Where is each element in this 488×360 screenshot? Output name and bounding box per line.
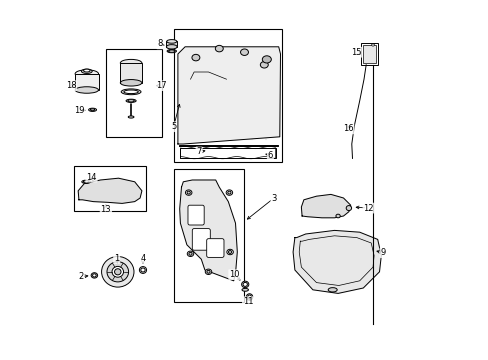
Ellipse shape: [90, 109, 95, 111]
Bar: [73, 166, 145, 211]
Ellipse shape: [225, 190, 232, 195]
Bar: [363, 45, 375, 63]
Ellipse shape: [81, 69, 92, 73]
Text: 8: 8: [157, 40, 162, 49]
Bar: [166, 41, 177, 47]
Ellipse shape: [91, 273, 98, 278]
Text: 13: 13: [101, 205, 111, 214]
Ellipse shape: [187, 251, 193, 257]
Text: 6: 6: [267, 151, 273, 160]
Text: 18: 18: [65, 81, 76, 90]
Text: 1: 1: [114, 254, 119, 263]
Ellipse shape: [227, 191, 230, 194]
Ellipse shape: [123, 90, 138, 94]
Ellipse shape: [128, 116, 134, 118]
Ellipse shape: [112, 266, 123, 277]
Text: 4: 4: [140, 254, 145, 263]
Ellipse shape: [226, 249, 233, 255]
Ellipse shape: [188, 252, 192, 255]
Text: 3: 3: [271, 194, 276, 202]
Ellipse shape: [243, 282, 247, 287]
Ellipse shape: [206, 270, 210, 273]
Polygon shape: [301, 194, 350, 218]
Ellipse shape: [242, 288, 248, 291]
Ellipse shape: [185, 190, 192, 195]
Ellipse shape: [192, 54, 200, 61]
Ellipse shape: [167, 50, 176, 53]
Ellipse shape: [262, 56, 271, 63]
Bar: [75, 74, 98, 90]
Ellipse shape: [246, 294, 252, 300]
Ellipse shape: [75, 70, 98, 78]
Text: 14: 14: [86, 173, 97, 182]
Text: 17: 17: [156, 81, 167, 90]
Ellipse shape: [187, 191, 190, 194]
Ellipse shape: [215, 45, 223, 52]
Bar: [174, 29, 282, 162]
Ellipse shape: [127, 100, 134, 102]
Ellipse shape: [205, 269, 211, 275]
Ellipse shape: [75, 87, 98, 93]
Text: 16: 16: [342, 125, 353, 134]
Polygon shape: [78, 178, 142, 203]
Ellipse shape: [139, 266, 146, 274]
Ellipse shape: [92, 274, 96, 277]
Text: 12: 12: [363, 204, 373, 212]
Text: 5: 5: [171, 122, 176, 131]
Ellipse shape: [83, 69, 90, 72]
Text: 2: 2: [78, 272, 83, 282]
FancyBboxPatch shape: [206, 239, 224, 257]
Ellipse shape: [114, 269, 121, 275]
Bar: [179, 148, 276, 158]
FancyBboxPatch shape: [187, 205, 204, 225]
Polygon shape: [179, 180, 237, 281]
Ellipse shape: [241, 281, 248, 288]
Ellipse shape: [141, 268, 145, 272]
Polygon shape: [292, 230, 381, 293]
Ellipse shape: [346, 206, 351, 211]
Ellipse shape: [121, 89, 141, 95]
Ellipse shape: [166, 40, 177, 43]
Polygon shape: [178, 47, 280, 144]
Ellipse shape: [260, 62, 268, 68]
Text: 11: 11: [243, 297, 253, 306]
Ellipse shape: [120, 80, 142, 86]
Ellipse shape: [120, 59, 142, 67]
Ellipse shape: [335, 214, 340, 218]
Ellipse shape: [247, 295, 251, 299]
Ellipse shape: [102, 256, 134, 287]
Text: 7: 7: [196, 148, 202, 157]
Text: 15: 15: [351, 48, 361, 57]
Text: 10: 10: [229, 270, 239, 279]
Bar: [174, 169, 244, 302]
Ellipse shape: [168, 50, 175, 52]
Bar: [361, 43, 377, 65]
FancyBboxPatch shape: [192, 229, 210, 250]
Ellipse shape: [81, 180, 90, 184]
Ellipse shape: [126, 99, 136, 103]
Ellipse shape: [88, 108, 96, 112]
Bar: [106, 49, 162, 137]
Text: 9: 9: [380, 248, 385, 257]
Ellipse shape: [240, 49, 248, 55]
Ellipse shape: [228, 251, 231, 253]
Bar: [120, 63, 142, 83]
Ellipse shape: [107, 262, 128, 282]
Ellipse shape: [83, 181, 89, 183]
Ellipse shape: [327, 288, 337, 292]
Ellipse shape: [166, 45, 177, 49]
Ellipse shape: [371, 44, 374, 46]
Text: 19: 19: [74, 107, 84, 116]
